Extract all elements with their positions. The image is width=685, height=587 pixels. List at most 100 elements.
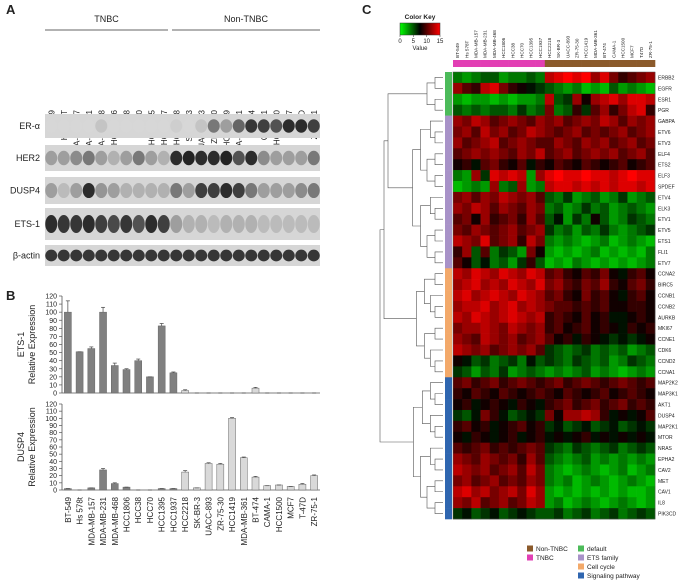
y-tick-label: 20	[49, 374, 57, 381]
blot-band	[145, 150, 158, 166]
heatmap-cell	[599, 170, 610, 182]
heatmap-cell	[563, 388, 573, 400]
heatmap-cell	[471, 366, 481, 378]
heatmap-cell	[462, 279, 472, 291]
heatmap-cell	[636, 213, 647, 225]
heatmap-cell	[627, 377, 637, 389]
heatmap-cell	[489, 170, 500, 182]
blot-band	[182, 150, 195, 166]
heatmap-cell	[590, 279, 601, 291]
bar	[87, 348, 96, 394]
column-group-bar	[563, 60, 573, 67]
bar	[111, 365, 119, 394]
heatmap-cell	[517, 377, 527, 389]
bar	[75, 351, 84, 394]
heatmap-cell	[462, 420, 472, 433]
blot-band	[295, 182, 308, 199]
heatmap-cell	[572, 82, 582, 95]
column-group-bar	[581, 60, 592, 67]
heatmap-cell	[462, 170, 472, 182]
row-group-bar	[445, 453, 452, 465]
heatmap-cell	[645, 246, 656, 258]
y-axis-label: ETS-1	[16, 332, 26, 358]
heatmap-cell	[618, 93, 628, 106]
row-group-bar	[445, 322, 452, 334]
heatmap-cell	[609, 191, 619, 204]
heatmap-cell	[517, 497, 527, 509]
row-label: DUSP4	[658, 413, 675, 419]
heatmap-cell	[618, 311, 628, 324]
blot-band	[45, 119, 58, 133]
heatmap-cell	[535, 126, 546, 138]
heatmap-cell	[590, 399, 601, 411]
column-group-bar	[471, 60, 481, 67]
blot-band	[120, 249, 133, 262]
heatmap-cell	[453, 202, 463, 215]
heatmap-cell	[572, 148, 582, 160]
blot-row-label: ETS-1	[14, 219, 40, 229]
bar	[169, 372, 178, 394]
heatmap-cell	[563, 475, 573, 487]
heatmap-cell	[609, 213, 619, 225]
blot-band	[145, 182, 158, 199]
heatmap-cell	[554, 213, 564, 225]
y-tick-label: 0	[53, 488, 57, 495]
heatmap-cell	[609, 72, 619, 84]
heatmap-cell	[526, 453, 536, 465]
heatmap-cell	[508, 213, 518, 225]
heatmap-cell	[498, 224, 509, 236]
heatmap-cell	[462, 344, 472, 356]
row-label: ETS2	[658, 163, 671, 169]
heatmap-cell	[627, 93, 637, 106]
heatmap-cell	[462, 388, 472, 400]
heatmap-cell	[526, 399, 536, 411]
row-label: ESR1	[658, 97, 671, 103]
heatmap-cell	[645, 388, 656, 400]
heatmap-cell	[489, 268, 500, 280]
heatmap-cell	[526, 431, 536, 443]
heatmap-cell	[480, 235, 491, 247]
bar	[240, 457, 248, 491]
heatmap-cell	[508, 170, 518, 182]
heatmap-cell	[453, 246, 463, 258]
y-tick-label: 20	[49, 473, 57, 480]
heatmap-cell	[471, 388, 481, 400]
heatmap-cell	[517, 213, 527, 225]
heatmap-cell	[498, 409, 509, 422]
heatmap-cell	[609, 431, 619, 443]
heatmap-cell	[572, 388, 582, 400]
heatmap-cell	[590, 82, 601, 95]
heatmap-cell	[554, 311, 564, 324]
dendrogram-branch	[420, 205, 431, 247]
heatmap-cell	[489, 399, 500, 411]
heatmap-cell	[590, 388, 601, 400]
heatmap-cell	[563, 82, 573, 95]
heatmap-cell	[453, 159, 463, 171]
column-label: HCC38	[510, 42, 515, 58]
heatmap-cell	[544, 235, 555, 247]
row-group-bar	[445, 497, 452, 509]
heatmap-cell	[581, 497, 592, 509]
blot-band	[70, 119, 83, 133]
heatmap-cell	[645, 268, 656, 280]
heatmap-cell	[498, 159, 509, 171]
blot-band	[107, 182, 120, 199]
heatmap-cell	[590, 257, 601, 269]
heatmap-cell	[471, 224, 481, 236]
heatmap-cell	[544, 148, 555, 160]
heatmap-cell	[453, 366, 463, 378]
row-label: EGFR	[658, 86, 672, 92]
legend-label: TNBC	[536, 555, 554, 562]
heatmap-cell	[590, 290, 601, 302]
column-label: MDA-MB-157	[474, 30, 479, 58]
heatmap-cell	[526, 170, 536, 182]
heatmap-cell	[563, 202, 573, 215]
heatmap-cell	[544, 300, 555, 313]
heatmap-cell	[471, 202, 481, 215]
heatmap-cell	[544, 322, 555, 334]
heatmap-cell	[581, 442, 592, 454]
heatmap-cell	[462, 431, 472, 443]
x-tick-label: MCF7	[287, 496, 296, 518]
heatmap-cell	[609, 235, 619, 247]
heatmap-cell	[618, 377, 628, 389]
